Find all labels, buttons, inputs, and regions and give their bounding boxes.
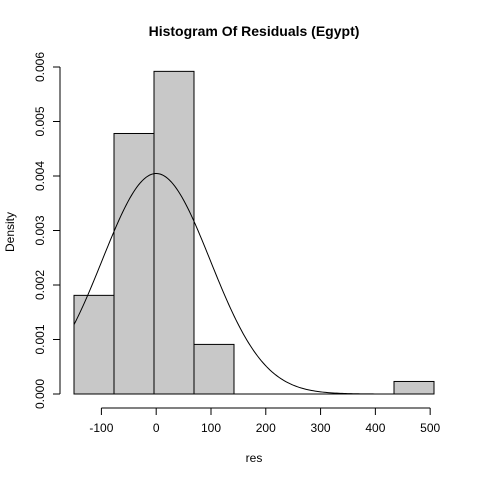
y-tick-label: 0.004: [33, 161, 47, 191]
normal-density-curve: [73, 172, 434, 395]
x-tick-label: 100: [201, 421, 221, 435]
x-axis: -100 0 100 200 300 400 500: [89, 407, 440, 435]
histogram-bar-8: [393, 380, 435, 395]
x-tick-label: 0: [153, 421, 160, 435]
y-tick-label: 0.005: [33, 106, 47, 136]
y-tick-label: 0.006: [33, 52, 47, 82]
y-tick-label: 0.003: [33, 215, 47, 245]
x-tick-label: 500: [420, 421, 440, 435]
y-tick-label: 0.002: [33, 270, 47, 300]
x-tick-label: 300: [311, 421, 331, 435]
y-tick-label: 0.000: [33, 379, 47, 409]
x-tick-label: 200: [256, 421, 276, 435]
y-axis-label: Density: [3, 212, 17, 252]
chart-title: Histogram Of Residuals (Egypt): [149, 23, 360, 39]
histogram-bar-2: [153, 70, 195, 395]
y-tick-label: 0.001: [33, 324, 47, 354]
histogram-bar-0: [73, 294, 115, 395]
histogram-bars: [73, 70, 435, 395]
x-axis-label: res: [246, 451, 263, 465]
y-axis: 0.000 0.001 0.002 0.003 0.004 0.005 0.006: [33, 52, 61, 409]
histogram-bar-1: [113, 132, 155, 395]
histogram-bar-3: [193, 343, 235, 395]
x-tick-label: 400: [365, 421, 385, 435]
x-tick-label: -100: [89, 421, 113, 435]
